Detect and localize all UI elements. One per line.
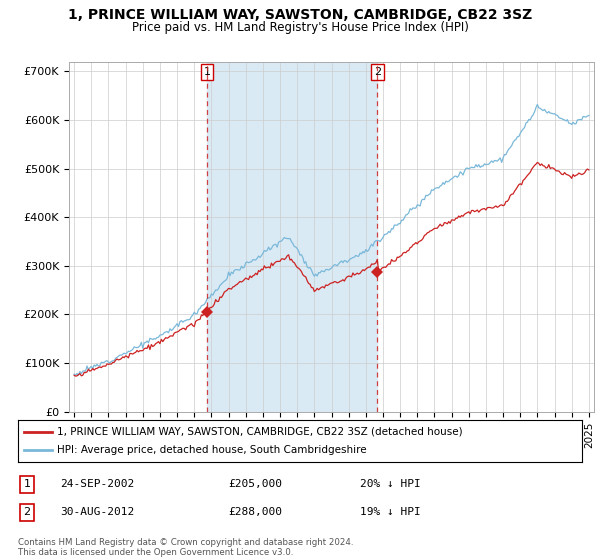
Text: 24-SEP-2002: 24-SEP-2002 [60, 479, 134, 489]
Text: £205,000: £205,000 [228, 479, 282, 489]
Text: Contains HM Land Registry data © Crown copyright and database right 2024.
This d: Contains HM Land Registry data © Crown c… [18, 538, 353, 557]
Bar [207, 62, 377, 412]
Text: 30-AUG-2012: 30-AUG-2012 [60, 507, 134, 517]
Text: Price paid vs. HM Land Registry's House Price Index (HPI): Price paid vs. HM Land Registry's House … [131, 21, 469, 34]
Text: 1: 1 [203, 67, 211, 77]
Text: 2: 2 [23, 507, 31, 517]
Text: 1, PRINCE WILLIAM WAY, SAWSTON, CAMBRIDGE, CB22 3SZ (detached house): 1, PRINCE WILLIAM WAY, SAWSTON, CAMBRIDG… [58, 427, 463, 437]
Text: £288,000: £288,000 [228, 507, 282, 517]
Text: 20% ↓ HPI: 20% ↓ HPI [360, 479, 421, 489]
Text: 19% ↓ HPI: 19% ↓ HPI [360, 507, 421, 517]
Text: 2: 2 [374, 67, 381, 77]
Text: HPI: Average price, detached house, South Cambridgeshire: HPI: Average price, detached house, Sout… [58, 445, 367, 455]
Text: 1, PRINCE WILLIAM WAY, SAWSTON, CAMBRIDGE, CB22 3SZ: 1, PRINCE WILLIAM WAY, SAWSTON, CAMBRIDG… [68, 8, 532, 22]
Text: 1: 1 [23, 479, 31, 489]
